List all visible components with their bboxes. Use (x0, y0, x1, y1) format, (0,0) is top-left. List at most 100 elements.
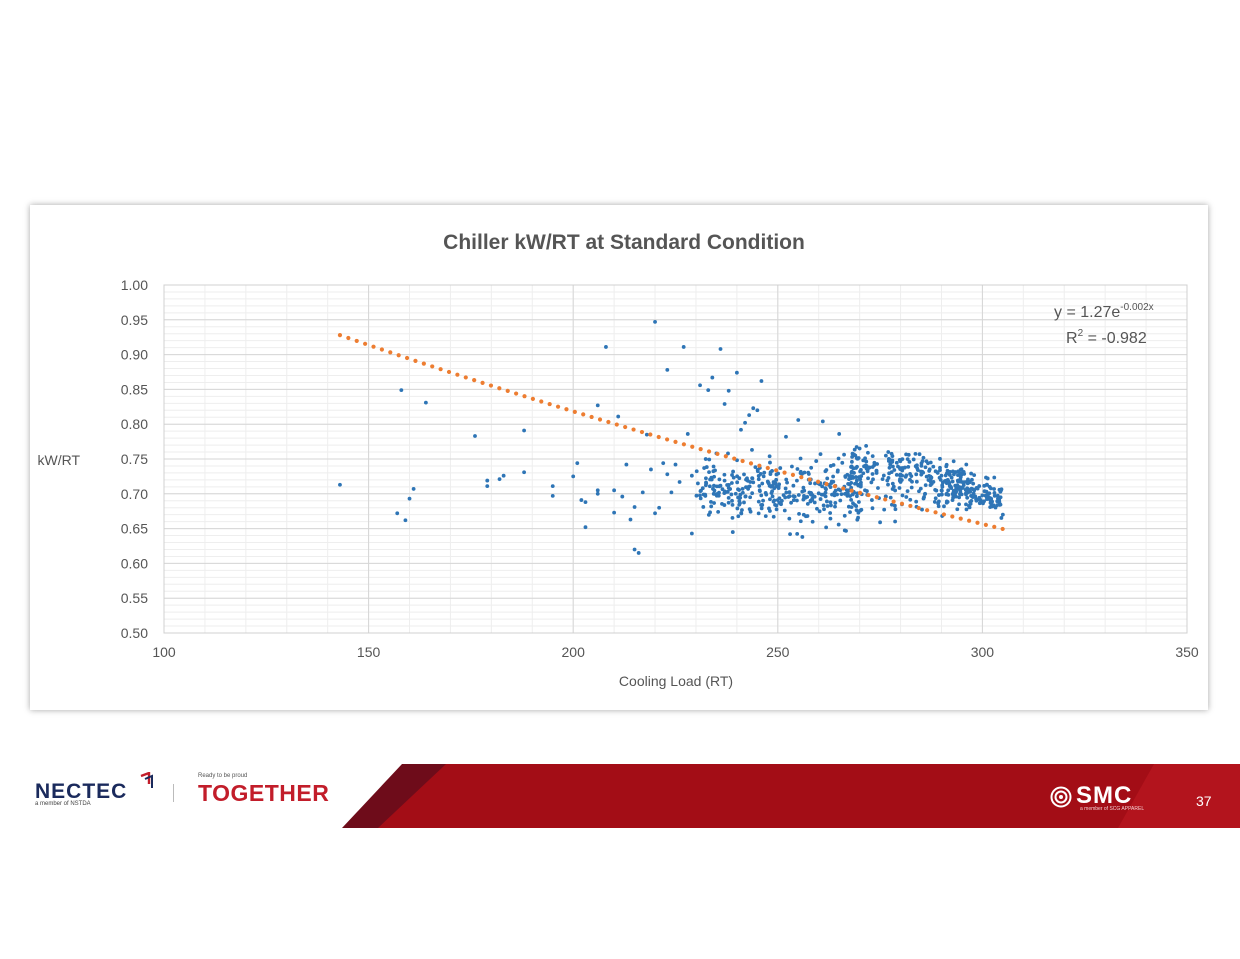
data-point (742, 472, 746, 477)
data-point (628, 517, 633, 522)
data-point (810, 519, 815, 524)
data-point (842, 513, 847, 518)
data-point (952, 472, 956, 477)
data-point (726, 482, 731, 487)
data-point (874, 471, 879, 475)
trendline-dot (782, 470, 787, 475)
data-point (920, 459, 925, 464)
trendline-dot (480, 380, 485, 385)
data-point (711, 469, 716, 474)
data-point (740, 508, 744, 512)
data-point (888, 495, 893, 500)
data-point (914, 472, 919, 477)
data-point (739, 511, 744, 516)
data-point (485, 484, 490, 489)
data-point (958, 467, 963, 472)
trendline-dot (916, 505, 921, 511)
data-point (750, 476, 755, 481)
data-point (716, 509, 721, 514)
data-point (698, 383, 702, 388)
trendline-dot (690, 444, 695, 449)
trendline-dot (581, 412, 586, 417)
data-point (814, 459, 819, 463)
data-point (913, 451, 918, 456)
data-point (931, 480, 936, 484)
data-point (872, 460, 877, 465)
trendline-dot (379, 347, 384, 352)
data-point (881, 473, 886, 478)
data-point (759, 379, 764, 383)
trendline-dot (404, 355, 410, 361)
data-point (923, 483, 928, 488)
data-point (800, 471, 804, 476)
data-point (703, 457, 708, 461)
data-point (865, 489, 869, 493)
data-point (835, 468, 840, 473)
data-point (640, 490, 645, 495)
trendline-dot (522, 394, 527, 399)
data-point (908, 497, 913, 502)
data-point (699, 488, 703, 493)
data-point (818, 497, 823, 501)
data-point (857, 446, 862, 451)
trendline-dot (950, 514, 955, 519)
data-point (905, 457, 910, 462)
data-point (770, 468, 774, 473)
data-point (955, 507, 960, 512)
x-tick-label: 200 (562, 644, 586, 660)
data-point (823, 494, 828, 499)
footer-band (378, 764, 1240, 828)
data-point (757, 484, 762, 488)
data-point (774, 503, 779, 508)
data-point (920, 469, 925, 474)
trendline-dot (899, 501, 905, 506)
data-point (728, 487, 733, 491)
trendline-dot (472, 378, 477, 383)
data-point (957, 495, 962, 500)
nectec-logo: NECTEC (35, 780, 128, 803)
data-point (796, 493, 801, 497)
trendline-dot (799, 475, 804, 480)
trendline-dot (363, 341, 368, 346)
y-tick-label: 0.60 (121, 555, 148, 571)
data-point (783, 486, 788, 491)
trendline-dot (706, 449, 712, 454)
data-point (737, 502, 742, 507)
data-point (946, 488, 951, 493)
data-point (992, 487, 996, 491)
data-point (889, 502, 894, 507)
data-point (966, 480, 971, 485)
data-point (636, 551, 641, 555)
data-point (893, 519, 898, 524)
data-point (698, 493, 702, 498)
data-point (886, 476, 891, 480)
data-point (788, 532, 792, 537)
data-point (805, 494, 810, 499)
data-point (819, 492, 824, 497)
data-point (886, 450, 891, 454)
data-point (722, 503, 727, 507)
data-point (753, 465, 758, 470)
trendline-dot (891, 499, 896, 504)
data-point (892, 468, 897, 472)
data-point (411, 487, 416, 491)
data-point (809, 491, 814, 496)
equation-exponent: -0.002x (1120, 302, 1153, 313)
data-point (759, 493, 764, 498)
data-point (937, 493, 941, 497)
data-point (522, 470, 526, 475)
data-point (818, 452, 823, 457)
trendline-dot (514, 391, 519, 396)
data-point (735, 506, 740, 511)
data-point (985, 476, 990, 481)
data-point (889, 460, 894, 464)
data-point (762, 470, 767, 475)
data-point (790, 464, 794, 469)
data-point (972, 473, 977, 478)
data-point (990, 499, 994, 504)
data-point (852, 447, 857, 452)
data-point (887, 465, 892, 470)
data-point (729, 481, 734, 485)
data-point (763, 491, 768, 495)
data-point (759, 503, 764, 507)
